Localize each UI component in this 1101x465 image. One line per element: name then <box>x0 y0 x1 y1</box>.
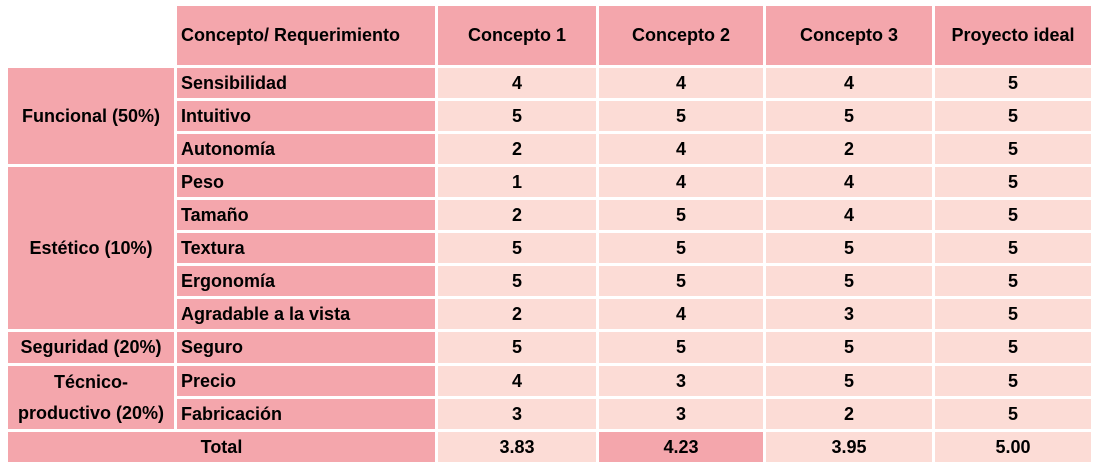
score-concept-3: 4 <box>766 68 932 98</box>
score-concept-3: 5 <box>766 266 932 296</box>
requirement-label: Peso <box>177 167 435 197</box>
evaluation-table: Concepto/ Requerimiento Concepto 1 Conce… <box>5 3 1094 465</box>
score-concept-1: 4 <box>438 366 596 396</box>
table-row: Estético (10%) Peso 1 4 4 5 <box>8 167 1091 329</box>
score-concept-1: 1 <box>438 167 596 197</box>
group-label-line-1: Técnico- <box>53 371 128 392</box>
score-concept-1: 5 <box>438 266 596 296</box>
score-concept-2: 4 <box>599 134 763 164</box>
header-concept-2: Concepto 2 <box>599 6 763 65</box>
score-ideal: 5 <box>935 266 1091 296</box>
score-concept-2: 5 <box>599 233 763 263</box>
requirement-label: Tamaño <box>177 200 435 230</box>
score-concept-3: 5 <box>766 366 932 396</box>
score-concept-1: 2 <box>438 299 596 329</box>
score-ideal: 5 <box>935 68 1091 98</box>
score-concept-1: 5 <box>438 101 596 131</box>
score-concept-2: 3 <box>599 399 763 429</box>
score-concept-1: 2 <box>438 200 596 230</box>
group-label-funcional: Funcional (50%) <box>8 68 174 164</box>
score-concept-3: 2 <box>766 399 932 429</box>
score-concept-3: 3 <box>766 299 932 329</box>
score-ideal: 5 <box>935 299 1091 329</box>
score-concept-3: 4 <box>766 167 932 197</box>
requirement-label: Sensibilidad <box>177 68 435 98</box>
score-concept-1: 5 <box>438 332 596 363</box>
table-row: Textura 5 5 5 5 <box>8 233 1091 263</box>
group-label-seguridad: Seguridad (20%) <box>8 332 174 363</box>
score-concept-2: 5 <box>599 332 763 363</box>
requirement-label: Fabricación <box>177 399 435 429</box>
group-label-tecnico-productivo: Técnico- productivo (20%) <box>8 366 174 429</box>
total-ideal: 5.00 <box>935 432 1091 462</box>
table-row: Autonomía 2 4 2 5 <box>8 134 1091 164</box>
score-concept-2: 4 <box>599 167 763 197</box>
header-concept-3: Concepto 3 <box>766 6 932 65</box>
score-concept-2: 4 <box>599 68 763 98</box>
score-ideal: 5 <box>935 200 1091 230</box>
score-concept-1: 3 <box>438 399 596 429</box>
score-ideal: 5 <box>935 366 1091 396</box>
empty-corner-cell <box>8 6 174 65</box>
header-ideal-project: Proyecto ideal <box>935 6 1091 65</box>
requirement-label: Intuitivo <box>177 101 435 131</box>
score-concept-1: 5 <box>438 233 596 263</box>
group-label-estetico: Estético (10%) <box>8 167 174 329</box>
group-label-line-2: productivo (20%) <box>17 402 164 423</box>
header-row: Concepto/ Requerimiento Concepto 1 Conce… <box>8 6 1091 65</box>
score-concept-1: 4 <box>438 68 596 98</box>
score-ideal: 5 <box>935 233 1091 263</box>
table-row: Intuitivo 5 5 5 5 <box>8 101 1091 131</box>
total-concept-2-highlight: 4.23 <box>599 432 763 462</box>
header-concept-1: Concepto 1 <box>438 6 596 65</box>
score-ideal: 5 <box>935 134 1091 164</box>
score-ideal: 5 <box>935 101 1091 131</box>
requirement-label: Ergonomía <box>177 266 435 296</box>
total-concept-1: 3.83 <box>438 432 596 462</box>
header-concept-requirement: Concepto/ Requerimiento <box>177 6 435 65</box>
requirement-label: Autonomía <box>177 134 435 164</box>
score-concept-2: 4 <box>599 299 763 329</box>
score-ideal: 5 <box>935 167 1091 197</box>
score-ideal: 5 <box>935 399 1091 429</box>
table-row: Ergonomía 5 5 5 5 <box>8 266 1091 296</box>
requirement-label: Seguro <box>177 332 435 363</box>
requirement-label: Agradable a la vista <box>177 299 435 329</box>
total-concept-3: 3.95 <box>766 432 932 462</box>
table-row: Técnico- productivo (20%) Precio 4 3 5 5 <box>8 366 1091 429</box>
table-row: Seguridad (20%) Seguro 5 5 5 5 <box>8 332 1091 363</box>
total-label: Total <box>8 432 435 462</box>
table-row: Funcional (50%) Sensibilidad 4 4 4 5 <box>8 68 1091 164</box>
total-row: Total 3.83 4.23 3.95 5.00 <box>8 432 1091 462</box>
score-concept-3: 5 <box>766 332 932 363</box>
score-concept-3: 5 <box>766 101 932 131</box>
score-concept-1: 2 <box>438 134 596 164</box>
requirement-label: Precio <box>177 366 435 396</box>
score-concept-2: 5 <box>599 101 763 131</box>
table-row: Fabricación 3 3 2 5 <box>8 399 1091 429</box>
requirement-label: Textura <box>177 233 435 263</box>
score-concept-2: 5 <box>599 200 763 230</box>
score-concept-3: 2 <box>766 134 932 164</box>
score-concept-2: 3 <box>599 366 763 396</box>
table-row: Tamaño 2 5 4 5 <box>8 200 1091 230</box>
score-concept-2: 5 <box>599 266 763 296</box>
table-row: Agradable a la vista 2 4 3 5 <box>8 299 1091 329</box>
score-ideal: 5 <box>935 332 1091 363</box>
score-concept-3: 5 <box>766 233 932 263</box>
score-concept-3: 4 <box>766 200 932 230</box>
